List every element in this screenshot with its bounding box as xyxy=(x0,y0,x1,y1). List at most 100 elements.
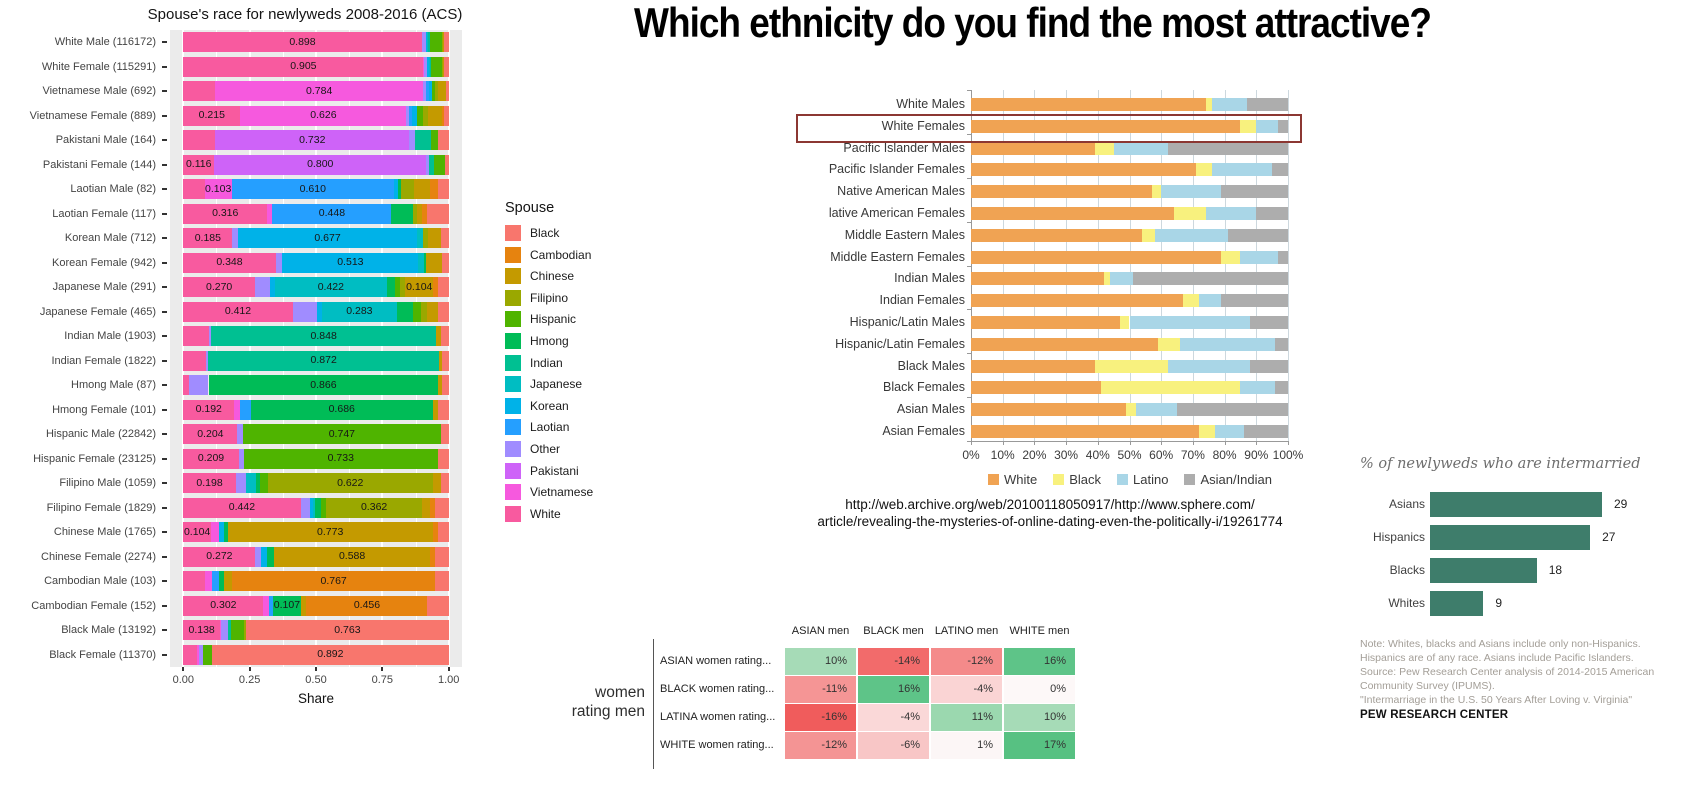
category-label: Hispanic/Latin Females xyxy=(835,336,965,351)
stacked-bar: 0.872 xyxy=(183,350,449,371)
bar-segment-latino xyxy=(1211,163,1273,177)
stacked-bar xyxy=(971,272,1289,286)
bar-segment-chinese xyxy=(416,203,423,224)
bar-segment-white xyxy=(971,425,1200,438)
bar-segment-filipino xyxy=(400,277,406,298)
y-axis-label: Japanese Male (291) xyxy=(52,281,156,294)
legend-item-chinese: Chinese xyxy=(505,267,645,287)
bar-segment-black xyxy=(435,497,449,518)
y-axis-label: Hispanic Male (22842) xyxy=(45,428,156,441)
legend-item-other: Other xyxy=(505,440,645,460)
bar-segment-korean xyxy=(425,32,428,53)
y-axis-label: Laotian Female (117) xyxy=(52,207,156,220)
bar-segment-other xyxy=(275,252,283,273)
heatmap-cell: -4% xyxy=(931,676,1002,703)
category-label: Whites xyxy=(1388,596,1425,610)
bar-segment-white xyxy=(183,399,235,420)
bar-segment-white xyxy=(183,448,239,469)
bar-segment-other xyxy=(238,448,244,469)
segment-value-label: 0.622 xyxy=(337,476,364,489)
attractiveness-chart: White Males White Females Pacific Islander… xyxy=(795,82,1315,552)
bar-segment-hispanic xyxy=(320,497,327,518)
bar-segment-chinese xyxy=(274,546,431,567)
bar-segment-hmong xyxy=(391,203,413,224)
bar-segment-filipino xyxy=(441,56,443,77)
bar-segment-black xyxy=(444,105,449,126)
bar-segment-white xyxy=(183,424,238,445)
y-axis-tick xyxy=(967,397,971,399)
bar-segment-laotian xyxy=(426,81,430,102)
y-axis-tick xyxy=(162,457,167,460)
y-axis-tick xyxy=(967,353,971,355)
bar-segment-indian xyxy=(429,56,431,77)
y-axis-tick xyxy=(967,265,971,267)
bar-segment-black xyxy=(442,375,449,396)
column-header: ASIAN men xyxy=(791,625,850,637)
bar-segment-hispanic xyxy=(431,81,436,102)
bar-segment-latino xyxy=(1256,119,1279,133)
bar-segment-other xyxy=(300,497,310,518)
bar-segment-chinese xyxy=(426,252,443,273)
bar-segment-vietnamese xyxy=(267,203,273,224)
bar-segment-white xyxy=(971,250,1222,264)
heatmap-cell: -11% xyxy=(785,676,856,703)
y-axis-tick xyxy=(162,482,167,485)
bar-segment-hmong xyxy=(423,252,427,273)
category-label: Pacific Islander Females xyxy=(828,162,965,177)
bar-segment-hmong xyxy=(396,301,413,322)
segment-value-label: 0.209 xyxy=(197,452,225,465)
y-axis-tick xyxy=(162,139,167,142)
highlight-box xyxy=(796,113,1302,143)
y-axis-label: Pakistani Female (144) xyxy=(42,158,156,171)
bar-segment-white xyxy=(183,546,256,567)
x-axis-tick-label: 40% xyxy=(1085,448,1110,462)
stacked-bar xyxy=(971,163,1289,177)
bar-segment-white xyxy=(971,381,1101,395)
bar-segment-hmong xyxy=(255,473,260,494)
x-axis-tick-label: 0.00 xyxy=(172,674,194,686)
bar-segment-other xyxy=(292,301,317,322)
legend-swatch xyxy=(505,484,521,501)
stacked-bar: 0.732 xyxy=(183,130,449,151)
bar-segment-black xyxy=(1094,359,1168,373)
legend-item-laotian: Laotian xyxy=(505,418,645,438)
bar-segment-white xyxy=(183,497,301,518)
y-axis-tick xyxy=(162,433,167,436)
x-axis-tick-label: 30% xyxy=(1054,448,1079,462)
x-axis-title: Share xyxy=(297,691,335,706)
legend-item-cambodian: Cambodian xyxy=(505,246,645,266)
bar-segment-chinese xyxy=(405,277,434,298)
x-axis-tick-label: 100% xyxy=(1272,448,1304,462)
category-label: Indian Males xyxy=(894,271,965,286)
bar-segment-korean xyxy=(260,546,268,567)
bar-segment-hmong xyxy=(315,497,321,518)
bar-segment-filipino xyxy=(326,497,423,518)
legend-swatch xyxy=(1117,474,1129,485)
segment-value-label: 0.302 xyxy=(210,599,237,612)
bar-segment-other xyxy=(255,546,261,567)
heatmap-cell: 16% xyxy=(1004,648,1075,675)
bar-value-label: 18 xyxy=(1548,563,1563,577)
bar-segment-asian-indian xyxy=(1275,381,1288,395)
x-axis-tick xyxy=(1224,441,1226,445)
heatmap-cell: -12% xyxy=(785,732,856,759)
x-axis-tick xyxy=(971,441,972,445)
bar-segment-japanese xyxy=(274,277,387,298)
bar-segment-asian-indian xyxy=(1256,207,1288,220)
bar-segment-white xyxy=(183,130,216,151)
heatmap-cell: 0% xyxy=(1004,676,1075,703)
bar-segment-chinese xyxy=(438,81,447,102)
x-axis-tick-label: 0% xyxy=(962,448,980,462)
category-label: Hispanic/Latin Males xyxy=(849,315,965,329)
heatmap-cell: 17% xyxy=(1004,732,1075,759)
gridline-major xyxy=(381,30,384,667)
x-axis-tick xyxy=(1097,441,1099,445)
segment-value-label: 0.686 xyxy=(328,403,355,416)
bar-segment-asian-indian xyxy=(1278,119,1288,133)
bar-segment-other xyxy=(205,350,208,371)
bar-segment-filipino xyxy=(412,203,417,224)
bar-segment-black xyxy=(442,350,449,371)
bar-segment-hmong xyxy=(386,277,395,298)
bar-segment-asian-indian xyxy=(1272,163,1288,177)
bar-segment-hmong xyxy=(272,595,302,616)
